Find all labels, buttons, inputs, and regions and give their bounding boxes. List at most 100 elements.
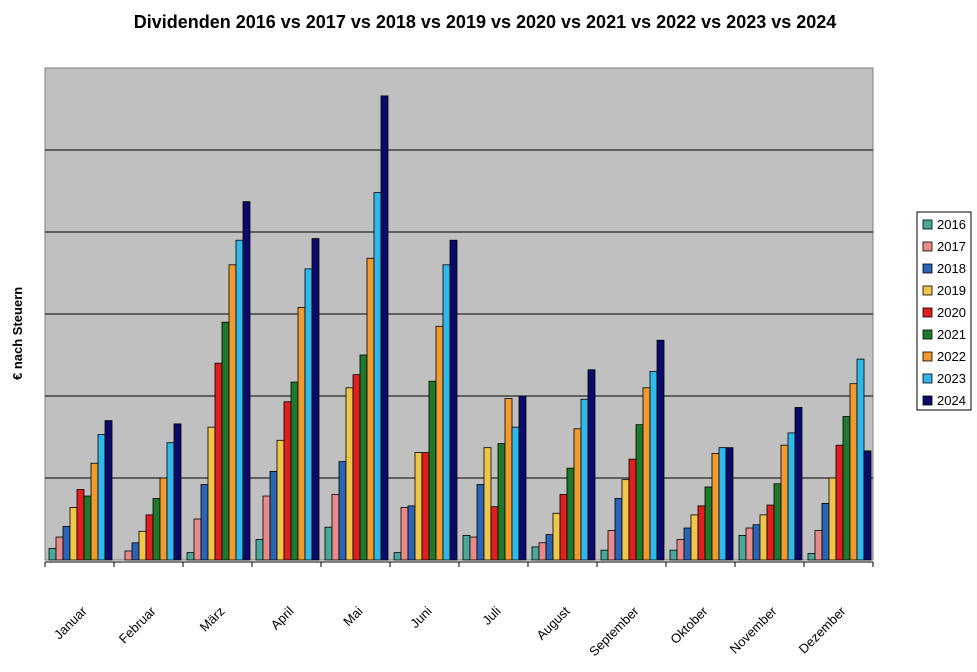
bar-2020-September [628,458,637,561]
bar-2020-November [766,504,775,561]
bar-2022-Oktober [711,452,720,561]
bar-2020-Mai [352,374,361,561]
bar-2021-September [635,424,644,561]
bar-2023-Februar [166,442,175,561]
bar-2018-November [752,524,761,561]
bar-2021-Dezember [842,416,851,561]
bar-2021-März [221,321,230,561]
bar-2016-November [738,535,747,561]
legend: 2016 2017 2018 2019 2020 2021 2022 2023 2024 [916,211,972,411]
bar-2022-April [297,307,306,561]
bar-2021-Februar [152,498,161,561]
bar-2017-Juli [469,536,478,561]
bar-2020-April [283,401,292,561]
bar-2023-Januar [97,434,106,561]
category-label-April: April [268,603,297,632]
category-labels: Januar Februar März April Mai Juni Juli August S… [51,603,849,659]
bar-2023-Juni [442,264,451,561]
bar-2020-Februar [145,514,154,561]
category-label-August: August [533,603,572,642]
legend-label-2016: 2016 [937,217,966,232]
bar-2022-August [573,428,582,561]
bar-2016-Juni [393,552,402,561]
bar-2023-April [304,268,313,561]
bar-2019-Februar [138,530,147,561]
bar-2021-Oktober [704,486,713,561]
bar-2016-Juli [462,535,471,561]
bar-2021-November [773,483,782,561]
category-label-September: September [586,603,642,659]
bar-2017-Juni [400,507,409,561]
bar-2018-September [614,498,623,561]
bar-2018-Januar [62,525,71,561]
bar-2020-Oktober [697,505,706,561]
bar-2024-August [587,369,596,561]
x-axis [44,561,874,567]
bar-2022-Januar [90,462,99,561]
bar-2019-März [207,426,216,561]
legend-label-2024: 2024 [937,393,966,408]
bar-2019-Juni [414,452,423,561]
bar-2023-September [649,370,658,561]
bar-2022-Juli [504,398,513,561]
bar-2019-September [621,479,630,561]
gridlines [45,149,873,479]
bar-2023-Dezember [856,358,865,561]
bar-2016-Mai [324,526,333,561]
bar-2020-Januar [76,489,85,561]
bar-2017-November [745,527,754,561]
bar-2019-Juli [483,447,492,561]
legend-label-2019: 2019 [937,283,966,298]
bar-2024-September [656,339,665,561]
bar-2023-Juli [511,426,520,561]
bar-2021-Juli [497,443,506,561]
legend-label-2023: 2023 [937,371,966,386]
bar-2017-Januar [55,536,64,561]
bar-2021-Juni [428,380,437,561]
bar-2017-Dezember [814,530,823,561]
bar-2019-November [759,514,768,561]
bar-2018-Juli [476,484,485,561]
bar-2020-Juni [421,452,430,561]
bar-2023-Mai [373,192,382,561]
bar-2022-Juni [435,325,444,561]
category-label-Januar: Januar [51,603,90,642]
bar-2018-Mai [338,461,347,561]
bar-2018-April [269,471,278,561]
bar-2023-Oktober [718,447,727,561]
bar-2016-Oktober [669,549,678,561]
chart-title: Dividenden 2016 vs 2017 vs 2018 vs 2019 … [133,12,837,32]
bar-2024-Oktober [725,447,734,561]
bar-2021-Mai [359,354,368,561]
legend-swatch-2017 [922,241,933,252]
bar-2024-Januar [104,420,113,561]
bar-2017-August [538,542,547,561]
bar-2024-März [242,201,251,561]
bar-2023-November [787,432,796,561]
legend-swatch-2016 [922,219,933,230]
bar-2020-August [559,493,568,561]
bar-2019-Mai [345,387,354,561]
bar-2022-März [228,264,237,561]
bar-2019-Dezember [828,477,837,561]
bar-2017-Mai [331,493,340,561]
bar-2020-Juli [490,506,499,561]
bar-2022-November [780,444,789,561]
category-label-Oktober: Oktober [667,603,711,647]
bar-2021-August [566,467,575,561]
bar-2023-März [235,239,244,561]
bar-2024-Mai [380,95,389,561]
bar-2020-Dezember [835,444,844,561]
bars [48,95,872,561]
legend-label-2017: 2017 [937,239,966,254]
legend-swatch-2021 [922,329,933,340]
legend-swatch-2020 [922,307,933,318]
bar-2016-September [600,549,609,561]
bar-2016-März [186,552,195,561]
bar-2018-März [200,484,209,561]
legend-swatch-2024 [922,395,933,406]
bar-2018-Oktober [683,527,692,561]
bar-2019-Januar [69,507,78,561]
category-label-Dezember: Dezember [796,603,849,656]
